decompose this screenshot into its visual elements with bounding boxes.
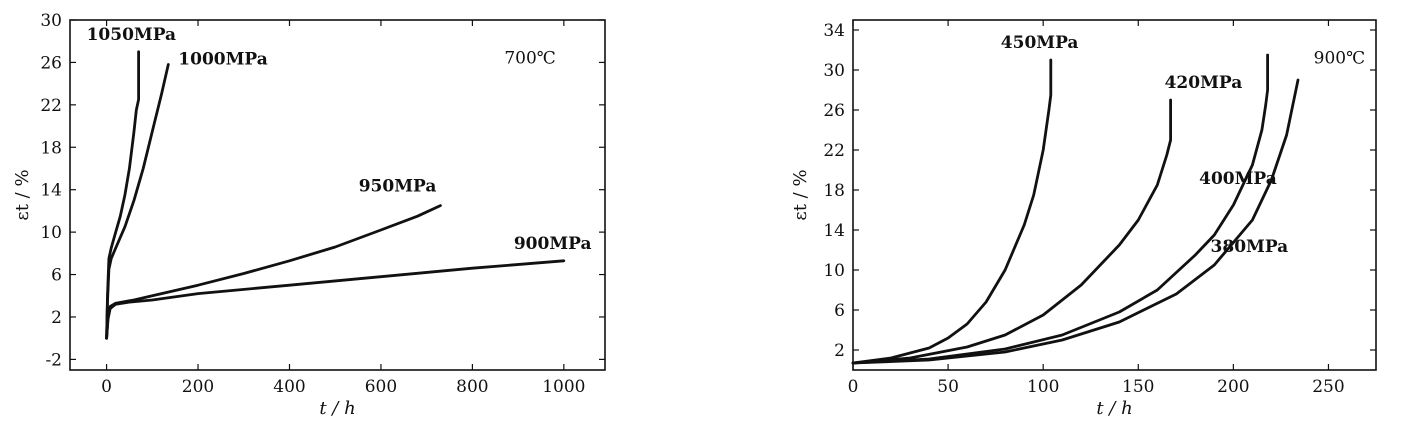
y-tick-label: 34 [823, 21, 845, 41]
y-axis-label: εt / % [790, 169, 811, 220]
y-tick-label: 26 [823, 101, 845, 121]
y-tick-label: 30 [823, 61, 845, 81]
temperature-annotation: 700℃ [504, 49, 555, 69]
series-label-900mpa: 900MPa [514, 234, 592, 254]
series-line-400mpa [851, 53, 1269, 365]
y-tick-label: 2 [834, 341, 845, 361]
series-label-450mpa: 450MPa [1001, 33, 1079, 53]
x-tick-label: 100 [1027, 377, 1059, 397]
series-label-380mpa: 380MPa [1211, 237, 1289, 257]
series-line-1050mpa [105, 50, 141, 340]
y-tick-label: 22 [823, 141, 845, 161]
series-line-450mpa [851, 58, 1053, 365]
y-axis-label: εt / % [12, 169, 33, 220]
x-tick-label: 0 [848, 377, 859, 397]
y-tick-label: 10 [823, 261, 845, 281]
series-label-420mpa: 420MPa [1165, 73, 1243, 93]
y-tick-label: -2 [45, 350, 62, 370]
x-tick-label: 200 [1217, 377, 1249, 397]
y-tick-label: 6 [834, 301, 845, 321]
y-tick-label: 22 [40, 96, 62, 116]
x-tick-label: 250 [1312, 377, 1344, 397]
x-tick-label: 400 [273, 377, 305, 397]
x-axis-label: t / h [1096, 398, 1132, 419]
y-tick-label: 2 [51, 308, 62, 328]
x-tick-label: 1000 [542, 377, 585, 397]
series-line-420mpa [851, 98, 1172, 365]
series-line-380mpa [851, 78, 1300, 365]
y-tick-label: 6 [51, 266, 62, 286]
y-tick-label: 26 [40, 53, 62, 73]
series-label-400mpa: 400MPa [1199, 169, 1277, 189]
y-tick-label: 14 [40, 181, 62, 201]
x-tick-label: 150 [1122, 377, 1154, 397]
x-tick-label: 0 [101, 377, 112, 397]
series-line-950mpa [105, 204, 442, 340]
x-axis-label: t / h [319, 398, 355, 419]
series-label-1050mpa: 1050MPa [87, 25, 176, 45]
plot-frame [69, 19, 606, 371]
plot-frame [852, 19, 1377, 371]
y-tick-label: 14 [823, 221, 845, 241]
y-tick-label: 18 [40, 138, 62, 158]
series-line-1000mpa [105, 63, 170, 340]
x-tick-label: 50 [937, 377, 959, 397]
series-label-950mpa: 950MPa [359, 177, 437, 197]
y-tick-label: 18 [823, 181, 845, 201]
temperature-annotation: 900℃ [1314, 49, 1365, 69]
x-tick-label: 200 [182, 377, 214, 397]
series-label-1000mpa: 1000MPa [178, 50, 267, 70]
y-tick-label: 30 [40, 11, 62, 31]
x-tick-label: 800 [456, 377, 488, 397]
x-tick-label: 600 [365, 377, 397, 397]
y-tick-label: 10 [40, 223, 62, 243]
series-line-900mpa [105, 259, 566, 340]
